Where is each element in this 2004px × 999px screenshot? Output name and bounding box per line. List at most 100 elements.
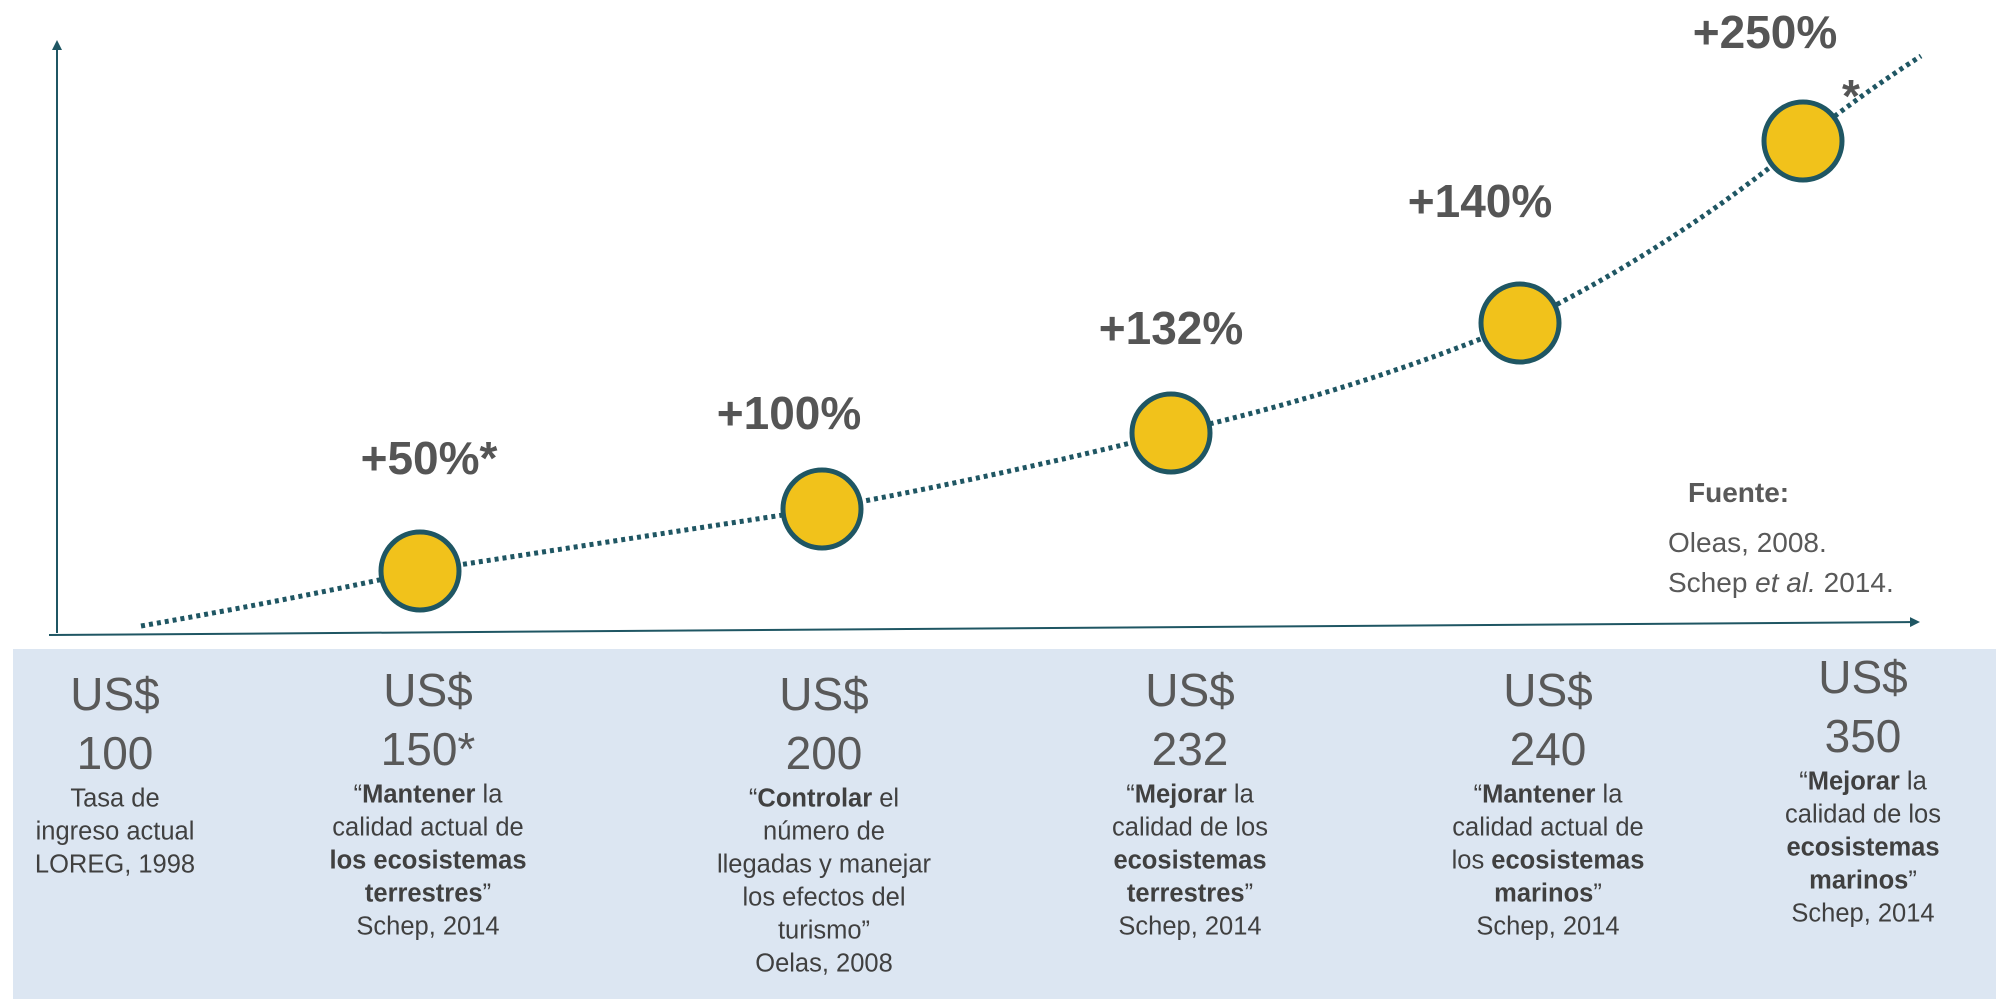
text-run: calidad actual de [1452, 813, 1644, 842]
source-line: Oleas, 2008. [1668, 527, 1827, 559]
description-line: ingreso actual [36, 818, 195, 847]
text-run: Tasa de [70, 784, 160, 813]
description-line: calidad actual de [332, 814, 523, 843]
text-run: calidad de los [1785, 800, 1941, 829]
description-line: los efectos del [742, 884, 905, 913]
text-run: la [1595, 780, 1623, 809]
description-line: calidad actual de [1452, 814, 1643, 843]
text-run: llegadas y manejar [716, 850, 932, 879]
milestone-dot [1478, 281, 1562, 365]
description-line: Schep, 2014 [356, 913, 499, 942]
text-run: ecosistemas [1786, 833, 1940, 862]
text-run: “ [1799, 767, 1808, 796]
text-run: los [1451, 846, 1492, 875]
text-run: ecosistemas [1113, 846, 1267, 875]
amount: 350 [1824, 710, 1902, 762]
text-run: calidad de los [1112, 813, 1268, 842]
text-run: la [1899, 767, 1927, 796]
description-line: marinos” [1809, 867, 1917, 896]
description-line: Tasa de [70, 785, 159, 814]
text-run: 2014. [1815, 567, 1894, 598]
amount: 240 [1509, 723, 1587, 775]
description-line: calidad de los [1112, 814, 1268, 843]
increase-label: +50%* [360, 432, 498, 484]
currency: US$ [1145, 664, 1235, 716]
x-axis [48, 617, 1920, 636]
text-run: ” [1908, 866, 1917, 895]
text-run: calidad actual de [332, 813, 524, 842]
amount: 200 [785, 727, 863, 779]
text-run: la [475, 780, 503, 809]
text-run: Schep [1668, 567, 1756, 598]
currency: US$ [70, 668, 160, 720]
amount: 100 [76, 727, 154, 779]
text-run: ” [482, 879, 492, 908]
description-line: “Mantener la [354, 781, 503, 810]
description-line: terrestres” [1127, 880, 1253, 909]
text-run: el [872, 784, 900, 813]
text-run: ” [1593, 879, 1602, 908]
increase-label: +132% [1098, 302, 1244, 354]
label-panel [13, 649, 1996, 999]
text-run: Schep, 2014 [356, 912, 500, 941]
text-run: terrestres [1126, 879, 1245, 908]
description-line: número de [763, 818, 885, 847]
text-run: marinos [1494, 879, 1594, 908]
description-line: Schep, 2014 [1118, 913, 1261, 942]
description-line: turismo” [778, 917, 870, 946]
milestone-dot [1761, 99, 1845, 183]
amount: 232 [1151, 723, 1229, 775]
description-line: Schep, 2014 [1476, 913, 1619, 942]
text-run: Mantener [1482, 780, 1596, 809]
description-line: ecosistemas [1786, 834, 1939, 863]
description-line: los ecosistemas [1452, 847, 1645, 876]
description-line: llegadas y manejar [717, 851, 931, 880]
text-run: número de [763, 817, 885, 846]
description-line: Schep, 2014 [1791, 900, 1934, 929]
text-run: Schep, 2014 [1118, 912, 1262, 941]
text-run: la [1226, 780, 1254, 809]
text-run: “ [1473, 780, 1483, 809]
description-line: “Controlar el [749, 785, 899, 814]
currency: US$ [779, 668, 869, 720]
description-line: “Mantener la [1474, 781, 1623, 810]
milestone-dot [780, 467, 864, 551]
description-line: “Mejorar la [1799, 768, 1927, 797]
footnote-mark: * [1842, 70, 1860, 122]
description-line: calidad de los [1785, 801, 1941, 830]
text-run: LOREG, 1998 [34, 850, 196, 879]
milestone-dot [1129, 391, 1213, 475]
milestone-dot [378, 529, 462, 613]
description-line: ecosistemas [1113, 847, 1266, 876]
text-run: marinos [1809, 866, 1909, 895]
text-run: Schep, 2014 [1476, 912, 1620, 941]
text-run: ” [1244, 879, 1254, 908]
currency: US$ [1818, 651, 1908, 703]
text-run: Oelas, 2008 [755, 949, 893, 978]
text-run: turismo” [777, 916, 871, 945]
text-run: “ [748, 784, 758, 813]
text-run: “ [353, 780, 363, 809]
text-run: Oleas, 2008. [1668, 527, 1827, 558]
description-line: Oelas, 2008 [755, 950, 893, 979]
source-title: Fuente: [1688, 477, 1790, 508]
text-run: Controlar [757, 784, 873, 813]
description-line: LOREG, 1998 [35, 851, 195, 880]
text-run: Mantener [362, 780, 476, 809]
source-line: Schep et al. 2014. [1668, 567, 1894, 599]
text-run: los efectos del [742, 883, 906, 912]
currency: US$ [383, 664, 473, 716]
text-run: “ [1126, 780, 1135, 809]
text-run: los ecosistemas [329, 846, 527, 875]
increase-label: +140% [1407, 175, 1553, 227]
text-run: Mejorar [1134, 780, 1227, 809]
description-line: terrestres” [365, 880, 491, 909]
description-line: marinos” [1494, 880, 1602, 909]
description-line: “Mejorar la [1126, 781, 1254, 810]
text-run: ecosistemas [1491, 846, 1645, 875]
amount: 150* [380, 723, 476, 775]
increase-label: +250% [1692, 6, 1838, 58]
text-run: Schep, 2014 [1791, 899, 1935, 928]
